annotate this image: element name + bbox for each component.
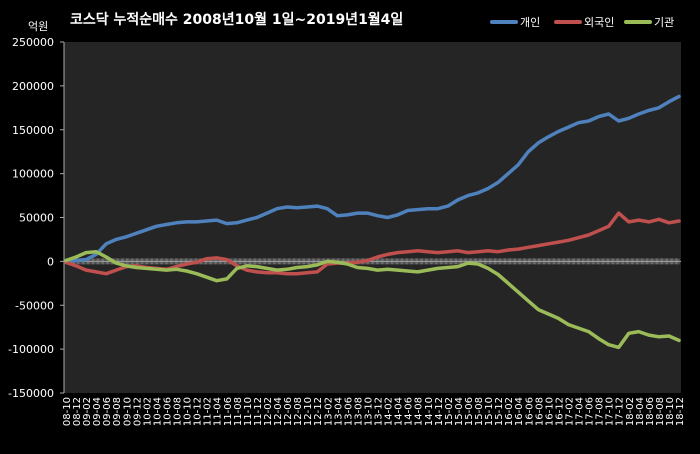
x-tick-label: 11-06 <box>223 397 234 426</box>
y-tick-label: 200000 <box>12 80 54 93</box>
x-tick-label: 17-10 <box>605 397 616 426</box>
x-axis: 08-10 08-12 09-02 09-04 09-06 09-08 09-10 09-12… <box>62 258 686 426</box>
x-tick-label: 15-12 <box>494 397 505 426</box>
x-tick-label: 10-02 <box>142 397 153 426</box>
x-tick-label: 15-02 <box>444 397 455 426</box>
y-tick-label: 150000 <box>12 124 54 137</box>
x-tick-label: 12-06 <box>283 397 294 426</box>
x-tick-label: 13-08 <box>353 397 364 426</box>
x-tick-label: 09-08 <box>112 397 123 426</box>
x-tick-label: 09-06 <box>102 397 113 426</box>
x-tick-label: 10-12 <box>193 397 204 426</box>
x-tick-label: 14-10 <box>424 397 435 426</box>
x-tick-label: 12-02 <box>263 397 274 426</box>
x-tick-label: 17-04 <box>575 397 586 426</box>
x-tick-label: 14-04 <box>394 397 405 426</box>
x-tick-label: 17-06 <box>585 397 596 426</box>
x-tick-label: 13-06 <box>343 397 354 426</box>
series-line-0 <box>64 94 681 264</box>
x-tick-label: 10-08 <box>173 397 184 426</box>
x-tick-label: 09-12 <box>132 397 143 426</box>
x-tick-label: 09-02 <box>82 397 93 426</box>
x-tick-label: 14-12 <box>434 397 445 426</box>
x-tick-label: 10-06 <box>162 397 173 426</box>
x-tick-label: 16-10 <box>544 397 555 426</box>
x-tick-label: 14-02 <box>384 397 395 426</box>
x-tick-label: 16-02 <box>504 397 515 426</box>
chart-title: 코스닥 누적순매수 2008년10월 1일~2019년1월4일 <box>70 11 403 28</box>
x-tick-label: 11-04 <box>213 397 224 426</box>
x-tick-label: 11-10 <box>243 397 254 426</box>
x-tick-label: 12-08 <box>293 397 304 426</box>
x-tick-label: 13-02 <box>323 397 334 426</box>
x-tick-label: 08-10 <box>62 397 73 426</box>
x-tick-label: 18-06 <box>645 397 656 426</box>
x-tick-label: 12-12 <box>313 397 324 426</box>
x-tick-label: 09-10 <box>122 397 133 426</box>
x-tick-label: 18-02 <box>625 397 636 426</box>
x-tick-label: 11-12 <box>253 397 264 426</box>
y-axis: 250000 200000 150000 100000 50000 0 -50000 -100… <box>8 36 65 400</box>
y-tick-label: 250000 <box>12 36 54 49</box>
legend-label: 개인 <box>520 16 540 29</box>
x-tick-label: 13-10 <box>363 397 374 426</box>
y-tick-label: 0 <box>47 255 54 268</box>
y-axis-label: 억원 <box>28 20 48 33</box>
x-tick-label: 14-08 <box>414 397 425 426</box>
x-tick-label: 11-08 <box>233 397 244 426</box>
x-tick-label: 08-12 <box>72 397 83 426</box>
x-tick-label: 16-12 <box>554 397 565 426</box>
y-tick-label: -100000 <box>8 343 54 356</box>
x-tick-label: 11-02 <box>203 397 214 426</box>
x-tick-label: 18-10 <box>665 397 676 426</box>
x-tick-label: 09-04 <box>92 397 103 426</box>
x-tick-label: 15-08 <box>474 397 485 426</box>
x-tick-label: 14-06 <box>404 397 415 426</box>
x-tick-label: 12-04 <box>273 397 284 426</box>
series-lines <box>64 94 681 350</box>
x-tick-label: 15-10 <box>484 397 495 426</box>
x-tick-label: 17-12 <box>615 397 626 426</box>
x-tick-label: 10-10 <box>183 397 194 426</box>
legend: 개인 외국인 기관 <box>490 16 674 29</box>
legend-label: 외국인 <box>584 16 614 29</box>
x-tick-label: 12-10 <box>303 397 314 426</box>
x-tick-label: 16-08 <box>534 397 545 426</box>
x-tick-label: 16-04 <box>514 397 525 426</box>
x-tick-label: 17-02 <box>564 397 575 426</box>
x-tick-label: 13-12 <box>374 397 385 426</box>
x-tick-label: 16-06 <box>524 397 535 426</box>
x-tick-label: 18-12 <box>675 397 686 426</box>
y-tick-label: 100000 <box>12 168 54 181</box>
y-tick-label: -150000 <box>8 387 54 400</box>
y-tick-label: 50000 <box>19 212 54 225</box>
plot-area <box>64 42 681 393</box>
x-tick-label: 18-08 <box>655 397 666 426</box>
x-tick-label: 15-06 <box>464 397 475 426</box>
series-line-2 <box>64 249 681 350</box>
y-tick-label: -50000 <box>15 299 54 312</box>
x-tick-label: 10-04 <box>152 397 163 426</box>
legend-label: 기관 <box>654 16 674 29</box>
x-tick-label: 13-04 <box>333 397 344 426</box>
x-tick-label: 17-08 <box>595 397 606 426</box>
x-tick-label: 15-04 <box>454 397 465 426</box>
x-tick-label: 18-04 <box>635 397 646 426</box>
